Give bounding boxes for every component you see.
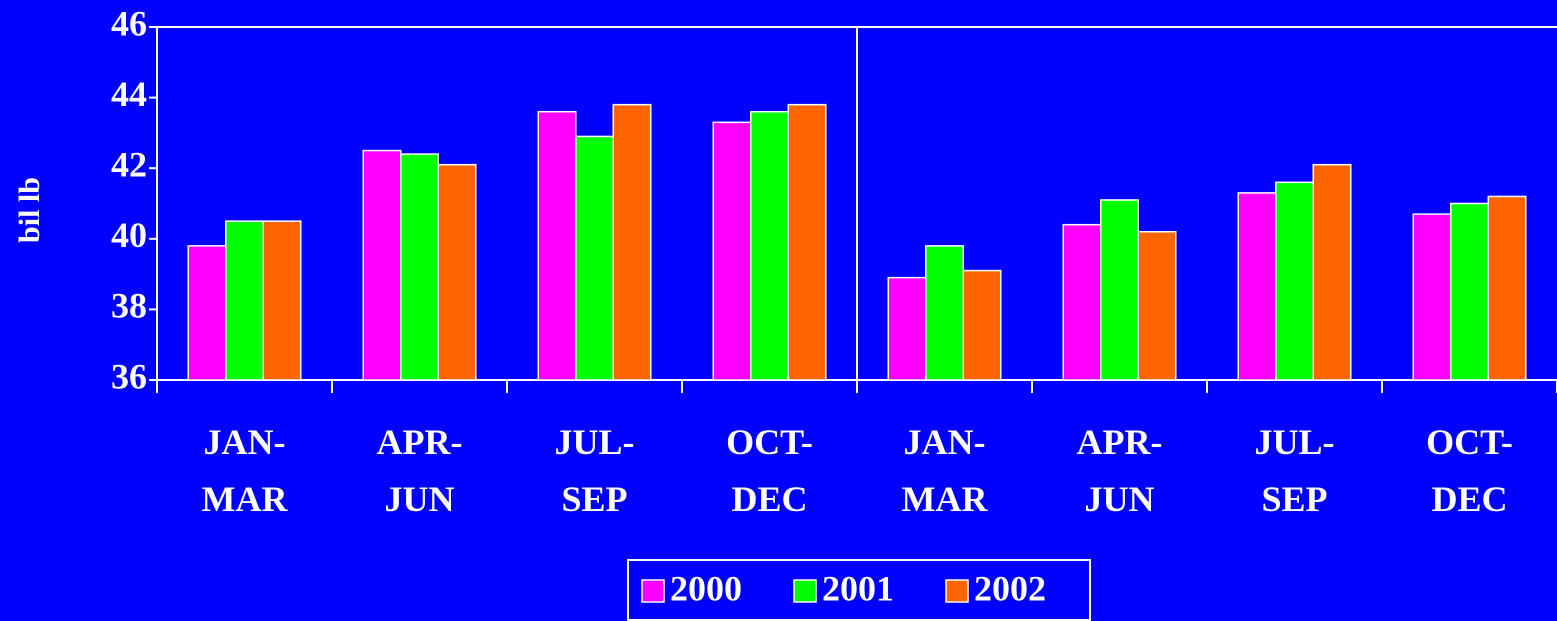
bar [1137,230,1177,381]
y-tick-label: 44 [111,74,147,114]
bar [1062,223,1102,381]
bar [575,135,614,381]
bar [362,149,402,381]
x-tick-label: OCT- DEC [1426,422,1513,519]
x-tick-label: JUL- SEP [554,422,635,519]
y-axis-label: bil lb [13,177,46,243]
bar [1100,199,1139,381]
y-tick-label: 38 [111,286,147,326]
legend-swatch [793,579,817,603]
bar [962,269,1002,381]
x-tick-label: JAN- MAR [901,422,988,519]
y-tick-label: 46 [111,3,147,43]
x-tick-label: JUL- SEP [1254,422,1335,519]
bar [537,110,577,381]
y-tick-label: 42 [111,144,147,184]
bar [400,153,439,381]
x-tick-label: APR- JUN [376,422,463,519]
x-tick-label: OCT- DEC [726,422,813,519]
bar [712,121,752,381]
x-tick-label: JAN- MAR [201,422,288,519]
legend-label: 2000 [670,568,742,608]
bar [787,103,827,381]
bar [225,220,264,381]
bar [750,110,789,381]
bar [1275,181,1314,381]
bar [1237,192,1277,381]
bar [1412,213,1452,381]
legend-label: 2002 [974,568,1046,608]
bar [887,276,927,381]
bar [1312,163,1352,381]
legend-swatch [945,579,969,603]
bar [1487,195,1527,381]
x-tick-label: APR- JUN [1076,422,1163,519]
bar [612,103,652,381]
legend-swatch [641,579,665,603]
bar [187,245,227,381]
bar [1450,202,1489,381]
y-tick-label: 36 [111,356,147,396]
bar [925,245,964,381]
bar [437,163,477,381]
legend-box [627,559,1091,621]
legend-label: 2001 [822,568,894,608]
y-tick-label: 40 [111,215,147,255]
bar [262,220,302,381]
